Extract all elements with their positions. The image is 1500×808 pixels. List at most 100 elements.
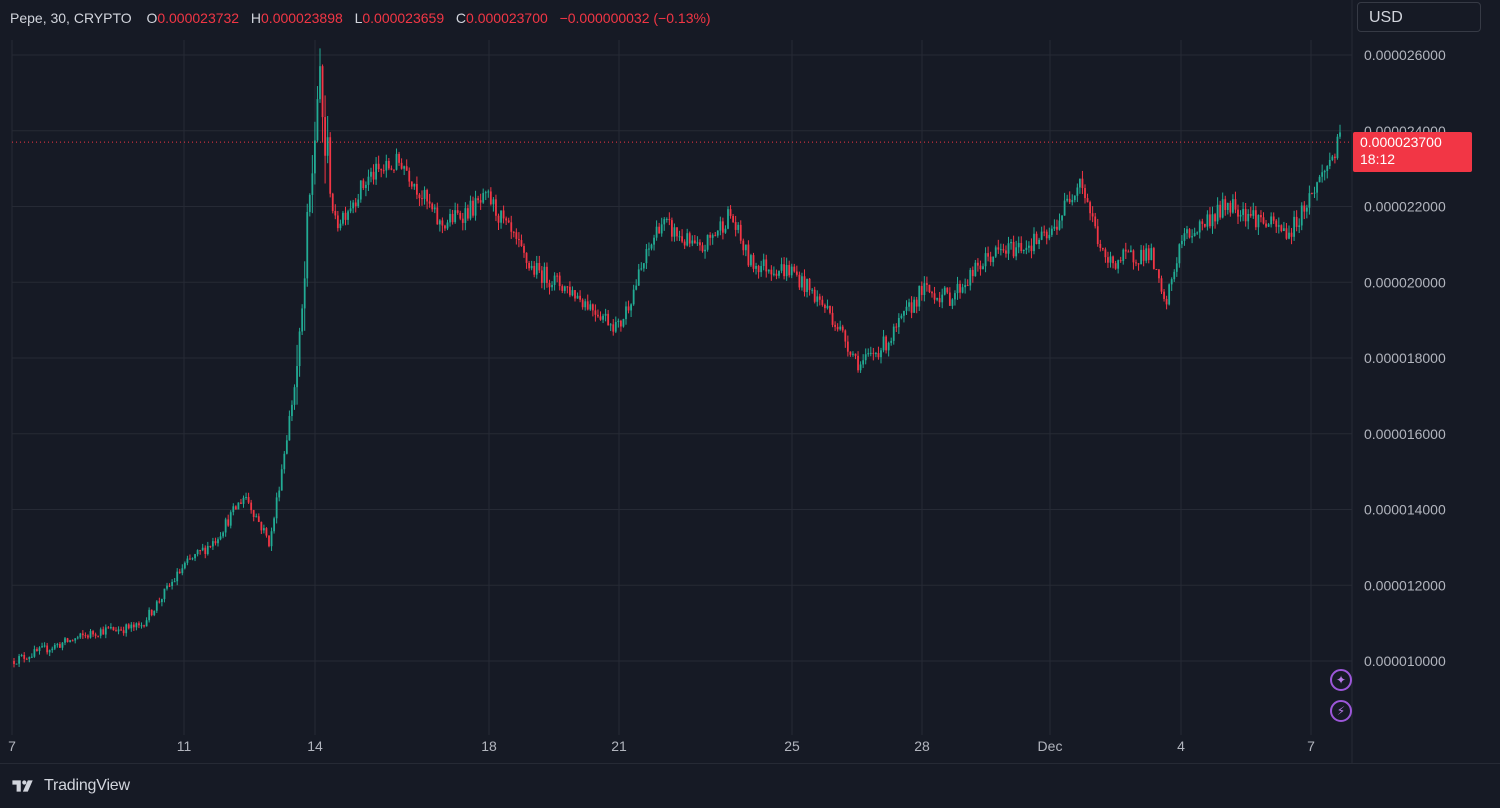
candle-body	[1012, 241, 1015, 257]
candle-body	[875, 353, 877, 355]
bar-countdown: 18:12	[1360, 151, 1396, 167]
candle-body	[20, 654, 23, 657]
candle-body	[467, 208, 469, 219]
candle-body	[1288, 232, 1290, 239]
currency-button[interactable]: USD	[1357, 2, 1481, 32]
candle-body	[433, 207, 436, 210]
candle-body	[543, 266, 546, 283]
candle-body	[240, 502, 242, 504]
candle-body	[1260, 214, 1262, 218]
candle-body	[834, 324, 836, 327]
candle-body	[444, 225, 446, 229]
candle-body	[1316, 182, 1318, 193]
candle-body	[502, 210, 505, 219]
x-tick-label: 21	[611, 738, 627, 754]
candle-body	[132, 624, 135, 628]
sparkle-button[interactable]: ✦	[1330, 669, 1352, 691]
candle-body	[594, 310, 597, 315]
candle-body	[1270, 216, 1273, 225]
candle-body	[1196, 232, 1199, 234]
candle-body	[762, 259, 765, 267]
candle-body	[869, 352, 872, 354]
candle-body	[349, 208, 352, 212]
candle-body	[569, 286, 571, 296]
candle-body	[194, 554, 196, 559]
candle-body	[212, 541, 214, 547]
candle-body	[1234, 199, 1237, 210]
candle-body	[946, 287, 949, 293]
candle-body	[525, 252, 528, 263]
candle-body	[515, 232, 518, 239]
y-tick-label: 0.000022000	[1364, 199, 1446, 215]
candle-body	[1203, 223, 1206, 227]
candle-body	[811, 289, 814, 291]
candle-body	[280, 469, 283, 491]
candle-body	[38, 647, 41, 652]
candle-body	[122, 630, 125, 634]
candle-body	[492, 199, 495, 205]
candle-body	[691, 240, 694, 244]
y-axis: 0.0000260000.0000240000.0000220000.00002…	[1364, 47, 1446, 669]
candle-body	[938, 298, 941, 303]
candle-body	[609, 324, 612, 326]
candle-body	[161, 599, 163, 603]
symbol-label[interactable]: Pepe, 30, CRYPTO	[10, 10, 132, 26]
tradingview-logo-icon	[12, 780, 33, 792]
candle-body	[232, 506, 235, 513]
candle-body	[107, 627, 110, 629]
candle-body	[375, 163, 377, 180]
candle-body	[438, 220, 441, 225]
y-tick-label: 0.000010000	[1364, 653, 1446, 669]
last-price-value: 0.000023700	[1360, 134, 1442, 150]
candle-body	[727, 209, 729, 229]
candle-body	[1091, 213, 1094, 217]
candle-body	[138, 623, 140, 626]
x-tick-label: 7	[8, 738, 16, 754]
candle-body	[520, 240, 523, 246]
candle-body	[1293, 216, 1295, 237]
candle-body	[959, 283, 961, 293]
candle-body	[1265, 223, 1267, 227]
candle-body	[523, 245, 525, 253]
brand-name: TradingView	[44, 777, 130, 794]
candle-body	[1073, 195, 1076, 201]
candle-body	[459, 212, 462, 219]
candle-body	[729, 209, 732, 216]
candle-body	[510, 222, 513, 232]
y-tick-label: 0.000016000	[1364, 426, 1446, 442]
candle-body	[25, 658, 28, 660]
candle-body	[1007, 243, 1010, 254]
candle-body	[1020, 242, 1023, 252]
candle-body	[51, 648, 54, 651]
candle-body	[64, 638, 66, 643]
candle-body	[655, 226, 658, 238]
candle-body	[69, 640, 71, 642]
tradingview-logo[interactable]: TradingView	[12, 776, 130, 796]
candle-body	[46, 645, 49, 653]
candle-body	[864, 354, 867, 361]
candle-body	[418, 194, 421, 199]
candle-body	[94, 634, 97, 636]
candle-body	[790, 266, 793, 276]
candle-body	[387, 160, 390, 169]
candle-body	[507, 220, 510, 223]
candle-body	[1283, 228, 1285, 232]
candle-body	[885, 336, 887, 351]
candle-body	[1122, 249, 1125, 261]
candle-body	[518, 238, 520, 241]
candle-body	[966, 285, 969, 287]
candle-body	[1267, 224, 1270, 227]
candle-body	[663, 219, 666, 225]
candle-body	[1275, 220, 1278, 227]
lightning-button[interactable]: ⚡	[1330, 700, 1352, 722]
candle-body	[92, 631, 94, 635]
candle-body	[176, 571, 179, 582]
candle-body	[15, 663, 18, 665]
candle-body	[642, 263, 645, 269]
candle-body	[704, 249, 706, 252]
candle-body	[336, 215, 339, 229]
candle-body	[209, 545, 212, 547]
candle-body	[752, 255, 755, 269]
